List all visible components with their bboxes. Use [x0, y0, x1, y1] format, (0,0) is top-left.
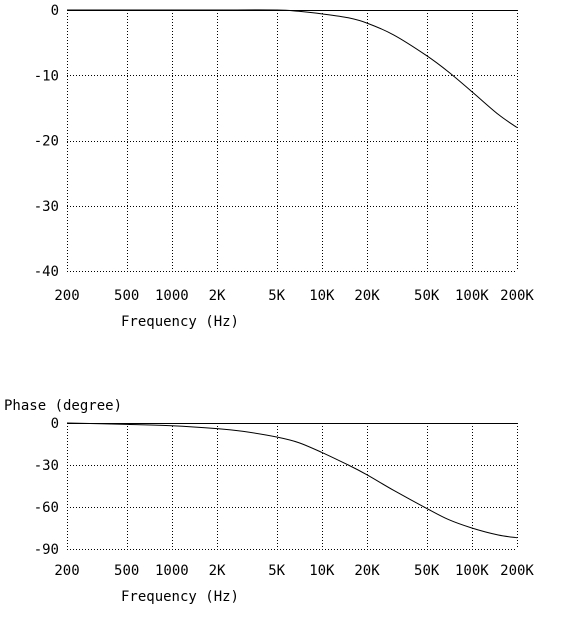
x-tick-label: 200K	[500, 288, 534, 304]
y-tick-label: -30	[34, 199, 59, 215]
magnitude-chart: 0 -10 -20 -30 -40 200 500 1000 2K 5K 10K 20K 50K 100K…	[34, 3, 535, 330]
phase-curve	[66, 422, 518, 539]
x-tick-label: 1000	[155, 563, 189, 579]
x-tick-label: 2K	[209, 288, 226, 304]
x-tick-label: 100K	[455, 563, 489, 579]
x-axis-label: Frequency (Hz)	[121, 589, 239, 605]
y-tick-label: -40	[34, 264, 59, 280]
x-tick-label: 50K	[414, 288, 440, 304]
y-tick-label: -20	[34, 134, 59, 150]
x-tick-label: 20K	[354, 288, 380, 304]
x-tick-label: 100K	[455, 288, 489, 304]
x-tick-label: 50K	[414, 563, 440, 579]
x-tick-label: 1000	[155, 288, 189, 304]
x-tick-label: 200	[54, 288, 79, 304]
x-tick-label: 500	[114, 563, 139, 579]
x-axis-label: Frequency (Hz)	[121, 314, 239, 330]
y-tick-label: -10	[34, 68, 59, 84]
y-tick-label: 0	[51, 3, 59, 19]
x-tick-label: 20K	[354, 563, 380, 579]
phase-chart: 0 -30 -60 -90 200 500 1000 2K 5K 10K 20K 50K 100K 200…	[4, 398, 534, 605]
magnitude-curve	[66, 9, 518, 128]
y-tick-label: -30	[34, 458, 59, 474]
x-tick-label: 200K	[500, 563, 534, 579]
x-tick-label: 200	[54, 563, 79, 579]
x-tick-label: 500	[114, 288, 139, 304]
x-tick-label: 5K	[268, 288, 285, 304]
x-tick-label: 5K	[268, 563, 285, 579]
x-tick-label: 10K	[309, 563, 335, 579]
y-tick-label: 0	[51, 416, 59, 432]
y-tick-label: -60	[34, 500, 59, 516]
y-axis-label: Phase (degree)	[4, 398, 122, 414]
x-tick-label: 2K	[209, 563, 226, 579]
y-tick-label: -90	[34, 542, 59, 558]
x-tick-label: 10K	[309, 288, 335, 304]
